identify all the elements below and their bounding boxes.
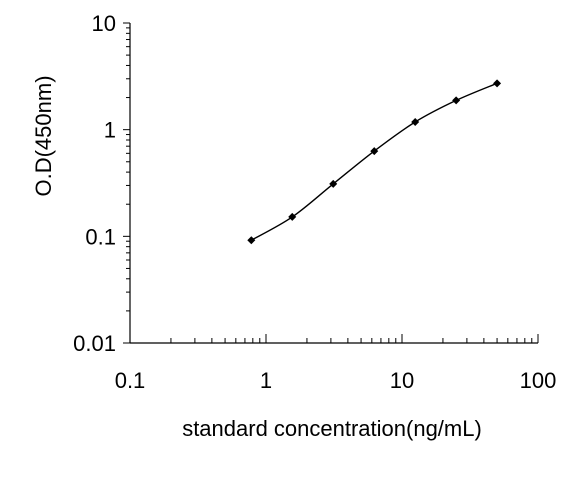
- fit-curve-group: [250, 82, 498, 241]
- x-tick-label: 0.1: [115, 368, 146, 393]
- data-point: [411, 117, 420, 126]
- data-point: [247, 236, 256, 245]
- data-point: [370, 147, 379, 156]
- x-tick-label: 100: [520, 368, 557, 393]
- data-point: [452, 96, 461, 105]
- y-axis-label: O.D(450nm): [31, 75, 56, 196]
- y-tick-label: 10: [92, 11, 116, 36]
- data-point: [329, 179, 338, 188]
- x-tick-label: 10: [390, 368, 414, 393]
- data-point: [288, 212, 297, 221]
- tick-labels-group: 0.01 0.1 1 10 0.1 1 10 100: [73, 11, 556, 393]
- data-point: [493, 79, 502, 88]
- x-axis-label: standard concentration(ng/mL): [182, 416, 482, 441]
- fit-curve: [250, 82, 498, 241]
- y-tick-label: 1: [104, 118, 116, 143]
- data-points-group: [247, 79, 502, 245]
- y-tick-label: 0.1: [85, 224, 116, 249]
- y-tick-label: 0.01: [73, 331, 116, 356]
- x-tick-label: 1: [260, 368, 272, 393]
- axes: [123, 22, 539, 344]
